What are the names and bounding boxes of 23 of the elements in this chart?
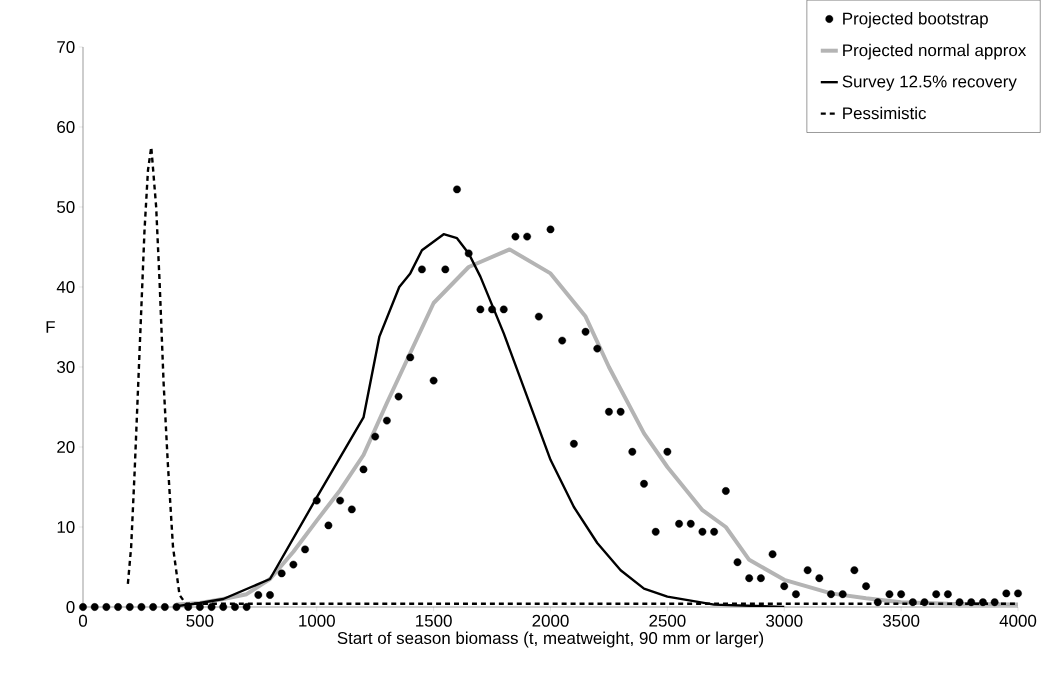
x-tick-label: 1000 [299, 614, 335, 627]
y-axis-title: F [46, 321, 55, 333]
y-tick-label: 70 [57, 41, 75, 53]
legend-label: Survey 12.5% recovery [842, 75, 1017, 91]
y-tick-label: 20 [57, 441, 75, 453]
y-tick-label: 50 [57, 201, 75, 213]
legend-label: Projected bootstrap [843, 12, 988, 28]
x-tick-label: 0 [78, 614, 88, 627]
legend-label: Projected normal approx [843, 43, 1027, 60]
x-tick-label: 3500 [882, 614, 920, 627]
x-tick-label: 2000 [532, 614, 569, 627]
x-tick-label: 3000 [766, 614, 803, 627]
x-tick-label: 4000 [999, 614, 1037, 627]
legend-label: Pessimistic [843, 106, 927, 120]
x-tick-label: 500 [186, 614, 214, 627]
y-tick-label: 60 [57, 121, 75, 133]
y-tick-label: 40 [56, 281, 75, 293]
x-axis-title: Start of season biomass (t, meatweight, 90 mm or larger) [337, 631, 764, 648]
x-tick-label: 2500 [649, 614, 686, 627]
y-tick-label: 30 [57, 361, 75, 373]
x-tick-label: 1500 [416, 614, 452, 627]
y-tick-label: 0 [66, 601, 75, 613]
y-tick-label: 10 [57, 521, 75, 533]
